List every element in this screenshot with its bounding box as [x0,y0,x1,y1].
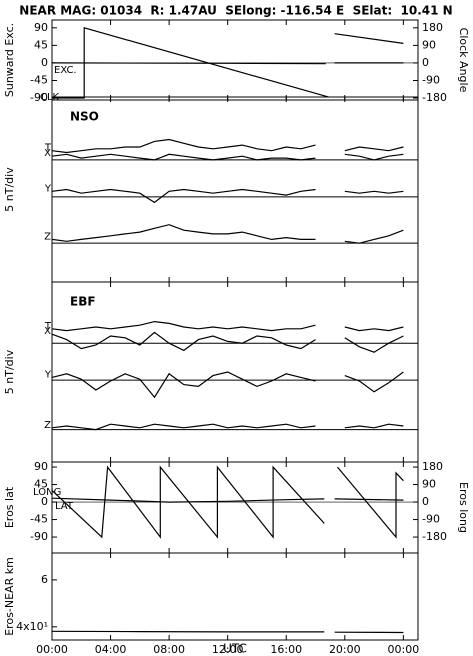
y2-tick-label: -90 [422,73,440,86]
series-label: LAT [55,501,74,512]
x-tick-label: 00:00 [36,643,68,656]
panel-frame [51,552,419,641]
series-label: T [44,143,52,154]
series-line [51,423,404,431]
y-axis-label: Eros lat [3,486,16,528]
y-axis-label: 5 nT/div [3,167,16,212]
chart-title: NEAR MAG: 01034 R: 1.47AU SElong: -116.5… [19,4,452,18]
y2-tick-label: 90 [422,478,436,491]
y2-tick-label: 90 [422,38,436,51]
y-tick-label: -45 [30,73,48,86]
series-label: T [44,321,52,332]
series-line [51,138,404,154]
y2-tick-label: -90 [422,513,440,526]
y-axis-label: Sunward Exc. [3,23,16,97]
series-line [51,320,404,332]
panel-title: EBF [70,295,96,309]
series-line [52,27,404,99]
series-label: CLK [40,92,60,103]
y2-tick-label: -180 [422,91,447,104]
series-line [51,153,404,161]
series-line [51,497,404,503]
x-tick-label: 00:00 [388,643,420,656]
x-tick-label: 08:00 [153,643,185,656]
x-tick-label: 16:00 [270,643,302,656]
panel-frame [51,281,419,463]
series-label: X [44,326,51,337]
y-tick-label: 0 [41,495,48,508]
y-tick-label: -45 [30,513,48,526]
y-tick-label: 0 [41,56,48,69]
series-label: Z [44,420,51,431]
y2-tick-label: 0 [422,495,429,508]
y-tick-label: -90 [30,91,48,104]
x-tick-label: 20:00 [329,643,361,656]
y2-tick-label: 180 [422,460,443,473]
series-line [51,630,404,634]
y-tick-label: -90 [30,530,48,543]
y-tick-label: 45 [34,38,48,51]
x-axis-label: UTC [223,642,247,656]
y-tick-label: 90 [34,21,48,34]
x-tick-label: 12:00 [212,643,244,656]
y-tick-label: 4x10¹ [16,620,48,633]
series-line [51,224,404,244]
y-tick-label: 45 [34,478,48,491]
series-line [51,62,404,65]
x-tick-label: 04:00 [95,643,127,656]
y2-tick-label: -180 [422,530,447,543]
series-label: LONG [33,487,61,498]
y2-tick-label: 0 [422,56,429,69]
panel-frame [51,19,419,101]
y-axis-label: Eros-NEAR km [3,557,16,636]
y-tick-label: 90 [34,460,48,473]
y-axis-label: 5 nT/div [3,349,16,394]
panel-title: NSO [70,110,99,124]
series-line [51,331,404,353]
y2-axis-label: Clock Angle [457,28,470,93]
series-line [51,371,404,399]
series-line [51,188,404,204]
series-label: EXC. [54,65,77,76]
y-tick-label: 6 [41,573,48,586]
series-label: Y [44,369,52,380]
y2-tick-label: 180 [422,21,443,34]
series-label: X [44,148,51,159]
series-label: Z [44,231,51,242]
y2-axis-label: Eros long [457,482,470,533]
series-label: Y [44,183,52,194]
